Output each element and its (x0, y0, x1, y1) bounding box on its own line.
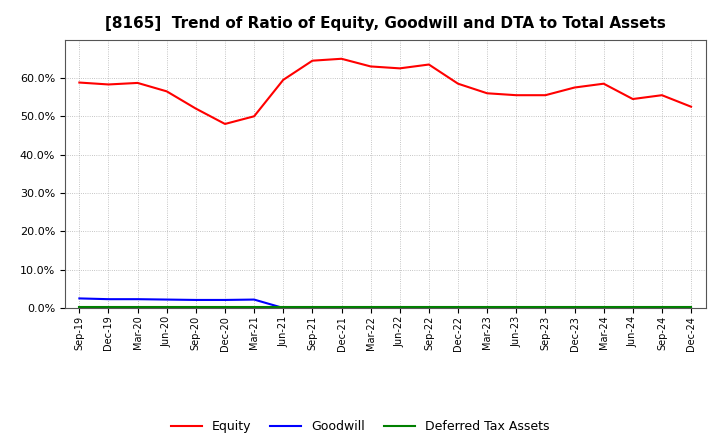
Deferred Tax Assets (308, 304, 317, 309)
Equity (133, 80, 142, 85)
Goodwill (163, 297, 171, 302)
Title: [8165]  Trend of Ratio of Equity, Goodwill and DTA to Total Assets: [8165] Trend of Ratio of Equity, Goodwil… (105, 16, 665, 32)
Deferred Tax Assets (454, 304, 462, 309)
Deferred Tax Assets (366, 304, 375, 309)
Goodwill (366, 305, 375, 311)
Equity (192, 106, 200, 111)
Goodwill (570, 305, 579, 311)
Goodwill (425, 305, 433, 311)
Goodwill (687, 305, 696, 311)
Goodwill (192, 297, 200, 303)
Equity (395, 66, 404, 71)
Deferred Tax Assets (279, 304, 287, 309)
Equity (599, 81, 608, 86)
Goodwill (250, 297, 258, 302)
Deferred Tax Assets (104, 304, 113, 309)
Legend: Equity, Goodwill, Deferred Tax Assets: Equity, Goodwill, Deferred Tax Assets (166, 415, 554, 438)
Deferred Tax Assets (629, 304, 637, 309)
Equity (454, 81, 462, 86)
Deferred Tax Assets (570, 304, 579, 309)
Goodwill (104, 297, 113, 302)
Equity (687, 104, 696, 109)
Equity (512, 92, 521, 98)
Deferred Tax Assets (133, 304, 142, 309)
Deferred Tax Assets (599, 304, 608, 309)
Equity (657, 92, 666, 98)
Goodwill (599, 305, 608, 311)
Deferred Tax Assets (483, 304, 492, 309)
Equity (541, 92, 550, 98)
Deferred Tax Assets (512, 304, 521, 309)
Goodwill (454, 305, 462, 311)
Equity (570, 85, 579, 90)
Equity (75, 80, 84, 85)
Deferred Tax Assets (250, 304, 258, 309)
Equity (308, 58, 317, 63)
Goodwill (629, 305, 637, 311)
Goodwill (395, 305, 404, 311)
Deferred Tax Assets (220, 304, 229, 309)
Equity (425, 62, 433, 67)
Goodwill (75, 296, 84, 301)
Deferred Tax Assets (687, 304, 696, 309)
Goodwill (337, 305, 346, 311)
Goodwill (220, 297, 229, 303)
Goodwill (541, 305, 550, 311)
Deferred Tax Assets (75, 304, 84, 309)
Equity (220, 121, 229, 127)
Equity (163, 89, 171, 94)
Equity (366, 64, 375, 69)
Deferred Tax Assets (192, 304, 200, 309)
Equity (337, 56, 346, 62)
Equity (250, 114, 258, 119)
Goodwill (133, 297, 142, 302)
Line: Goodwill: Goodwill (79, 298, 691, 308)
Deferred Tax Assets (395, 304, 404, 309)
Goodwill (483, 305, 492, 311)
Deferred Tax Assets (541, 304, 550, 309)
Equity (279, 77, 287, 82)
Line: Equity: Equity (79, 59, 691, 124)
Goodwill (308, 305, 317, 311)
Deferred Tax Assets (657, 304, 666, 309)
Goodwill (657, 305, 666, 311)
Deferred Tax Assets (425, 304, 433, 309)
Equity (629, 96, 637, 102)
Deferred Tax Assets (163, 304, 171, 309)
Goodwill (512, 305, 521, 311)
Equity (483, 91, 492, 96)
Goodwill (279, 305, 287, 311)
Equity (104, 82, 113, 87)
Deferred Tax Assets (337, 304, 346, 309)
